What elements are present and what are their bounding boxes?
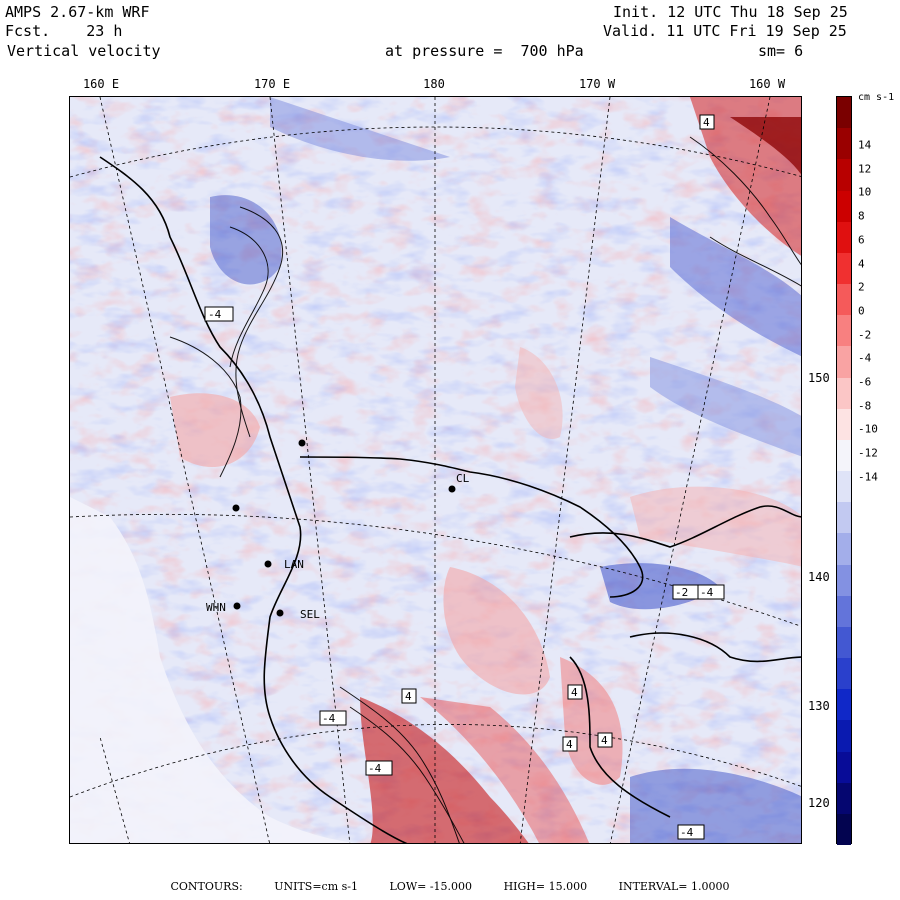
colorbar-segment [837,128,851,160]
downdraft-zone-southeast [630,768,801,843]
footer-high: HIGH= 15.000 [503,880,588,893]
station-dot-sel [276,609,284,617]
highlow-value: 4 [405,690,412,703]
colorbar-tick-label: 10 [858,185,872,199]
station-dot-lan [264,560,272,568]
colorbar-segment [837,813,851,846]
lat-label-120w: 120 W [808,796,845,810]
colorbar-segment [837,595,851,628]
station-label-lan: LAN [284,558,304,571]
forecast-hour: Fcst. 23 h [5,22,123,40]
station-label-whn: WHN [206,601,226,614]
colorbar-segment [837,408,851,441]
station-dot [298,439,306,447]
colorbar-tick-label: -14 [858,470,878,484]
station-dot-whn [233,602,241,610]
updraft-patch-west [170,393,260,467]
colorbar-segment [837,502,851,534]
colorbar-segment [837,564,851,597]
colorbar-segment [837,377,851,410]
colorbar-segment [837,471,851,503]
updraft-patch-central [443,567,550,695]
highlow-value: -4 [368,762,382,775]
contour-clusters [169,136,801,843]
init-time: Init. 12 UTC Thu 18 Sep 25 [613,3,848,21]
colorbar [836,96,852,846]
downdraft-band-east [650,357,801,457]
colorbar-tick-label: 12 [858,162,872,176]
colorbar-segment [837,689,851,721]
highlow-value: 4 [571,686,578,699]
colorbar-segment [837,284,851,316]
station-dot [232,504,240,512]
highlow-value: -2 [675,586,688,599]
updraft-zone-south [360,697,529,843]
colorbar-units: cm s-1 [858,92,895,103]
model-title: AMPS 2.67-km WRF [5,3,150,21]
updraft-band-south [420,697,590,843]
footer-interval: INTERVAL= 1.0000 [618,880,730,893]
colorbar-segment [837,533,851,565]
map-canvas: CL LAN WHN SEL 4 -4 -2 -4 4 -4 4 4 -4 [70,97,801,843]
lon-label-180: 180 [423,77,445,91]
colorbar-segment [837,782,851,815]
colorbar-segment [837,658,851,690]
negative-texture [70,97,801,843]
contour-footer: CONTOURS: UNITS=cm s-1 LOW= -15.000 HIGH… [0,880,900,893]
colorbar-tick-label: -4 [858,351,872,365]
downdraft-patch-coast [210,195,282,285]
smoothing-value: sm= 6 [758,42,804,60]
highlow-value: -4 [322,712,336,725]
highlow-labels: 4 -4 -2 -4 4 -4 4 4 -4 4 -4 [204,114,725,840]
colorbar-tick-label: -2 [858,328,872,342]
updraft-patch-north [515,347,563,439]
valid-time: Valid. 11 UTC Fri 19 Sep 25 [603,22,847,40]
colorbar-segment [837,159,851,191]
colorbar-tick-label: -10 [858,422,878,436]
colorbar-tick-label: 0 [858,304,865,318]
vertical-velocity-map: CL LAN WHN SEL 4 -4 -2 -4 4 -4 4 4 -4 [69,96,802,844]
colorbar-tick-label: 14 [858,138,872,152]
lon-label-160w: 160 W [748,77,786,91]
colorbar-segment [837,221,851,254]
updraft-core-northeast [730,117,801,175]
colorbar-tick-label: 8 [858,209,865,223]
lon-label-170w: 170 W [578,77,616,91]
footer-low: LOW= -15.000 [389,880,473,893]
colorbar-tick-label: 2 [858,280,865,294]
highlow-value: -4 [680,826,694,839]
colorbar-segment [837,315,851,347]
lon-label-160e: 160 E [82,77,120,91]
highlow-value: -4 [208,308,222,321]
footer-units: UNITS=cm s-1 [274,880,358,893]
colorbar-segment [837,751,851,784]
colorbar-segment [837,97,851,129]
station-dot-cl [448,485,456,493]
coastline [99,156,801,843]
colorbar-segment [837,439,851,472]
colorbar-tick-label: -12 [858,446,878,460]
colorbar-segment [837,720,851,752]
station-label-sel: SEL [300,608,320,621]
ice-shelf-area [70,497,357,843]
field-name: Vertical velocity [7,42,161,60]
colorbar-tick-label: -6 [858,375,872,389]
colorbar-segment [837,252,851,285]
highlow-value: 4 [566,738,573,751]
lon-label-170e: 170 E [253,77,291,91]
colorbar-segment [837,626,851,659]
highlow-value: 4 [703,116,710,129]
station-markers: CL LAN WHN SEL [206,439,470,621]
colorbar-tick-label: 4 [858,257,865,270]
colorbar-segment [837,190,851,223]
downdraft-band-northeast [670,217,801,357]
colorbar-segment [837,346,851,378]
highlow-value: -4 [700,586,714,599]
footer-label: CONTOURS: [170,880,243,893]
station-label-cl: CL [456,472,470,485]
colorbar-tick-label: -8 [858,399,872,413]
colorbar-tick-label: 6 [858,233,865,247]
pressure-level: at pressure = 700 hPa [385,42,584,60]
highlow-value: 4 [601,734,608,747]
